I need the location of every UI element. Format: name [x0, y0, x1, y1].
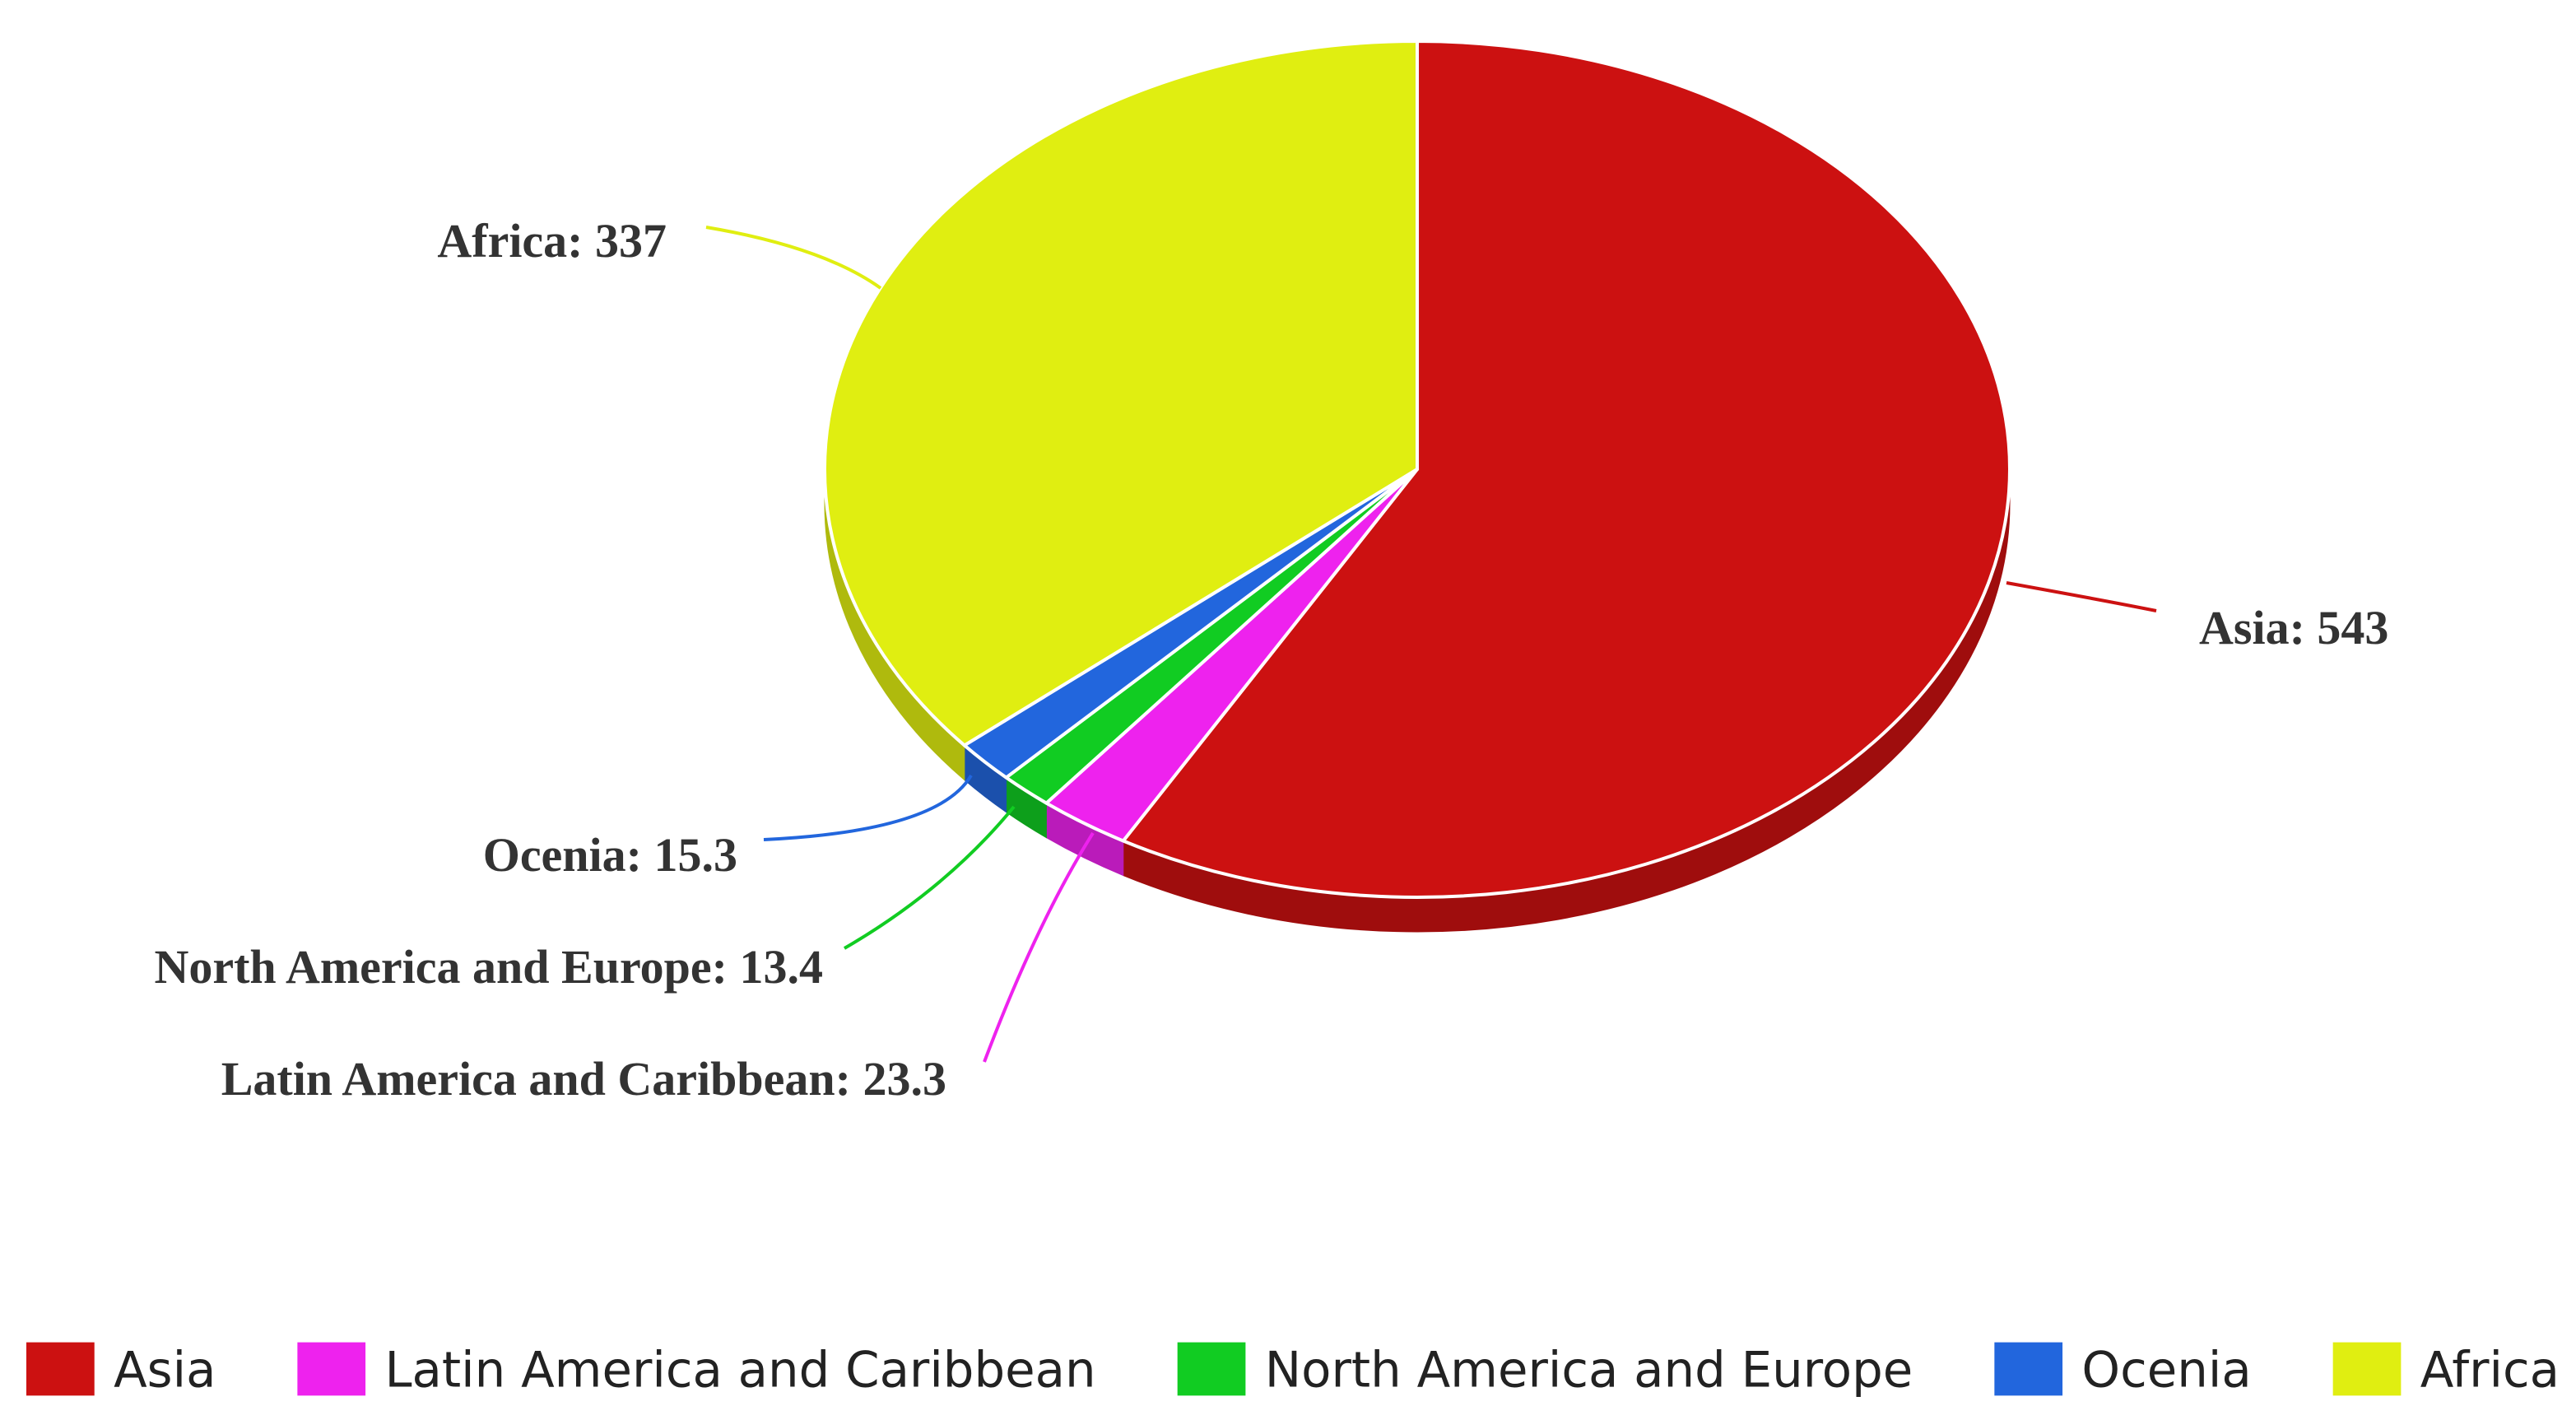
legend-item-asia[interactable]: Asia: [26, 1342, 216, 1399]
legend-swatch-africa: [2332, 1342, 2402, 1396]
leader-line-ocenia: [763, 774, 973, 841]
legend: Asia Latin America and Caribbean North Ame…: [26, 1342, 2560, 1399]
leader-line-north-america-and-europe: [843, 805, 1016, 950]
legend-label-asia: Asia: [114, 1342, 216, 1399]
legend-label-ocenia: Ocenia: [2081, 1342, 2251, 1399]
legend-swatch-latin-america-and-caribbean: [297, 1342, 366, 1396]
legend-item-latin-america-and-caribbean[interactable]: Latin America and Caribbean: [297, 1342, 1096, 1399]
legend-label-latin-america-and-caribbean: Latin America and Caribbean: [384, 1342, 1095, 1399]
leader-line-latin-america-and-caribbean: [983, 831, 1095, 1063]
leader-line-asia: [2006, 581, 2157, 612]
data-label-asia: Asia: 543: [2199, 601, 2388, 654]
pie-slice-asia[interactable]: [1121, 40, 2011, 899]
legend-item-north-america-and-europe[interactable]: North America and Europe: [1177, 1342, 1913, 1399]
legend-swatch-north-america-and-europe: [1177, 1342, 1246, 1396]
data-label-latin-america-and-caribbean: Latin America and Caribbean: 23.3: [221, 1052, 946, 1106]
legend-label-north-america-and-europe: North America and Europe: [1265, 1342, 1913, 1399]
leader-line-layer: [705, 226, 2157, 1063]
legend-item-ocenia[interactable]: Ocenia: [1994, 1342, 2252, 1399]
pie-depth-layer: [824, 468, 2011, 933]
legend-swatch-ocenia: [1994, 1342, 2063, 1396]
legend-label-africa: Africa: [2420, 1342, 2560, 1399]
data-label-africa: Africa: 337: [437, 214, 667, 268]
legend-item-africa[interactable]: Africa: [2332, 1342, 2560, 1399]
data-label-layer: Asia: 543 Latin America and Caribbean: 23…: [154, 214, 2388, 1106]
pie-slice-layer: [823, 40, 2011, 899]
leader-line-africa: [705, 226, 882, 290]
legend-swatch-asia: [26, 1342, 95, 1396]
data-label-north-america-and-europe: North America and Europe: 13.4: [154, 940, 823, 994]
data-label-ocenia: Ocenia: 15.3: [483, 828, 737, 882]
